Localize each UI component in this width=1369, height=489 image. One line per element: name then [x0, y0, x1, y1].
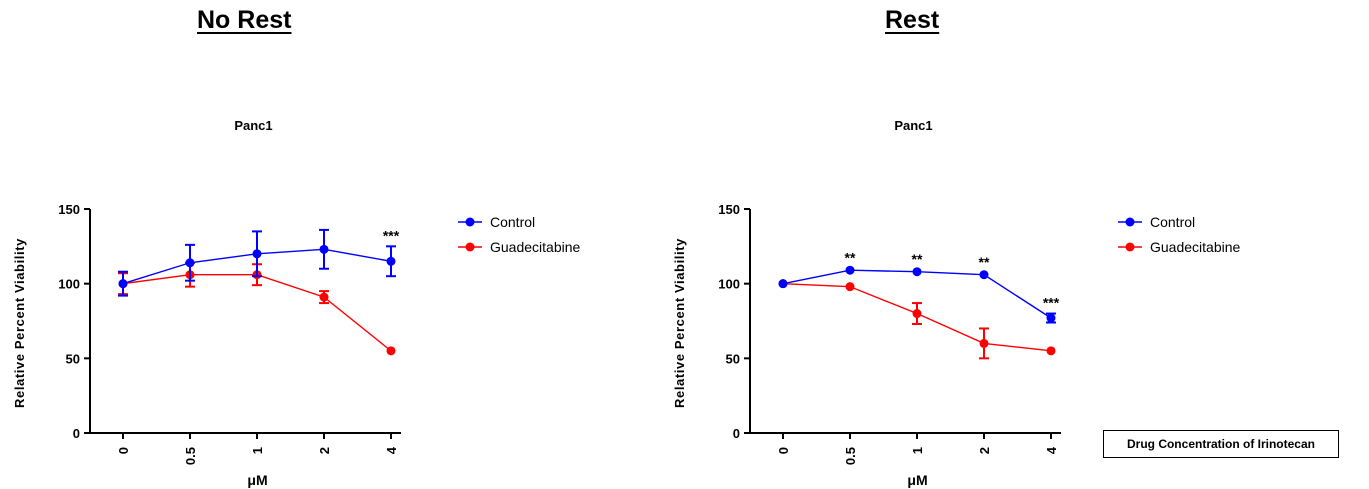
legend-marker	[1125, 242, 1135, 252]
data-point	[319, 244, 329, 254]
data-point	[386, 346, 396, 356]
x-axis-label: μM	[907, 472, 927, 488]
y-tick-label: 50	[66, 351, 80, 366]
x-tick-label: 0	[776, 447, 791, 454]
data-point	[185, 258, 195, 268]
significance-marker: **	[979, 254, 990, 270]
no-rest-heading: No Rest	[197, 6, 292, 34]
y-tick-label: 100	[58, 277, 80, 292]
y-axis-label: Relative Percent Viability	[12, 238, 27, 408]
x-tick-label: 0	[116, 447, 131, 454]
data-point	[252, 249, 262, 259]
y-tick-label: 100	[718, 277, 740, 292]
x-tick-label: 4	[384, 446, 399, 454]
chart-title: Panc1	[894, 118, 932, 133]
legend-label: Guadecitabine	[490, 239, 581, 255]
data-point	[912, 267, 922, 277]
rest-heading: Rest	[885, 6, 940, 34]
data-point	[979, 338, 989, 348]
chart-rest: Panc1 0 50 100 150 0 0.5 1 2 4 Relative Percent Vi…	[672, 118, 1241, 488]
y-axis-label: Relative Percent Viability	[672, 238, 687, 408]
caption-box: Drug Concentration of Irinotecan	[1103, 430, 1339, 458]
data-point	[778, 279, 788, 289]
legend-marker	[465, 217, 475, 227]
y-tick-label: 150	[718, 202, 740, 217]
legend-label: Control	[1150, 214, 1195, 230]
significance-marker: **	[912, 251, 923, 267]
y-tick-label: 0	[73, 426, 80, 441]
y-tick-label: 150	[58, 202, 80, 217]
x-tick-label: 4	[1044, 446, 1059, 454]
x-axis-label: μM	[247, 472, 267, 488]
legend-marker	[1125, 217, 1135, 227]
data-point	[979, 270, 989, 280]
legend-label: Control	[490, 214, 535, 230]
data-point	[845, 282, 855, 292]
x-tick-label: 2	[977, 447, 992, 454]
data-point	[1046, 346, 1056, 356]
data-point	[319, 292, 329, 302]
y-tick-label: 0	[733, 426, 740, 441]
data-point	[386, 256, 396, 266]
chart-no-rest: Panc1 0 50 100 150 0 0.5 1 2 4 Relative Percent Vi…	[12, 118, 581, 488]
data-point	[912, 309, 922, 319]
significance-marker: **	[845, 250, 856, 266]
data-point	[118, 279, 128, 289]
chart-title: Panc1	[234, 118, 272, 133]
y-tick-label: 50	[726, 351, 740, 366]
x-tick-label: 0.5	[183, 447, 198, 465]
x-tick-label: 1	[250, 447, 265, 454]
legend-label: Guadecitabine	[1150, 239, 1241, 255]
x-tick-label: 2	[317, 447, 332, 454]
x-tick-label: 0.5	[843, 447, 858, 465]
legend-marker	[465, 242, 475, 252]
data-point	[845, 265, 855, 275]
x-tick-label: 1	[910, 447, 925, 454]
significance-marker: ***	[383, 227, 400, 243]
data-point	[1046, 313, 1056, 323]
significance-marker: ***	[1043, 295, 1060, 311]
